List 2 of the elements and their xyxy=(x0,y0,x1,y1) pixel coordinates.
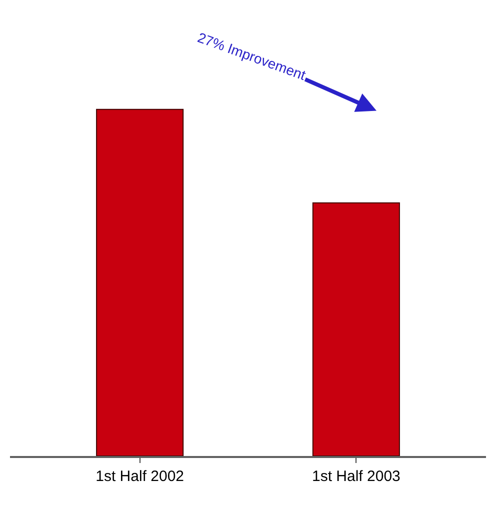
x-tick-label: 1st Half 2003 xyxy=(312,468,400,485)
x-tick-label: 1st Half 2002 xyxy=(96,468,184,485)
